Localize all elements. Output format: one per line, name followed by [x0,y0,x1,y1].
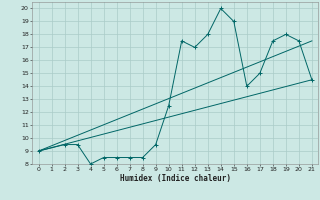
X-axis label: Humidex (Indice chaleur): Humidex (Indice chaleur) [120,174,231,183]
